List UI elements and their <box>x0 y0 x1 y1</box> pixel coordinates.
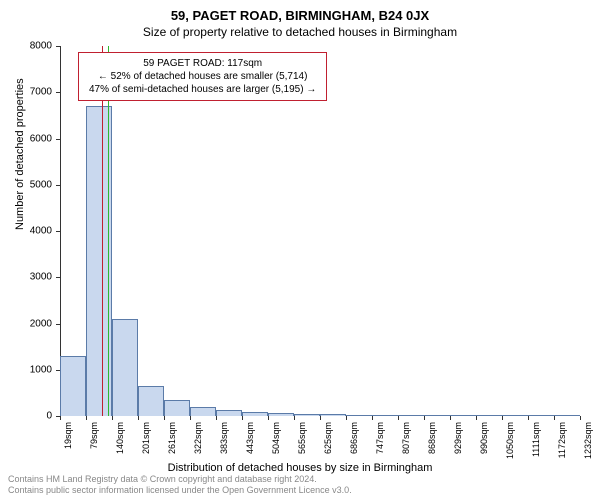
x-tick <box>528 416 529 420</box>
x-tick-label: 990sqm <box>479 422 489 454</box>
y-tick-label: 2000 <box>30 318 52 329</box>
histogram-bar <box>372 415 398 416</box>
x-tick <box>242 416 243 420</box>
x-tick <box>398 416 399 420</box>
y-tick-label: 5000 <box>30 179 52 190</box>
x-tick <box>450 416 451 420</box>
x-tick-label: 201sqm <box>141 422 151 454</box>
x-tick-label: 929sqm <box>453 422 463 454</box>
y-tick <box>56 139 60 140</box>
x-tick-label: 625sqm <box>323 422 333 454</box>
x-tick <box>216 416 217 420</box>
y-tick-label: 1000 <box>30 364 52 375</box>
x-tick <box>112 416 113 420</box>
histogram-bar <box>216 410 242 416</box>
histogram-bar <box>320 414 346 416</box>
x-tick <box>502 416 503 420</box>
histogram-bar <box>528 415 554 416</box>
x-tick <box>372 416 373 420</box>
info-line-1: 59 PAGET ROAD: 117sqm <box>89 57 316 70</box>
info-box: 59 PAGET ROAD: 117sqm ← 52% of detached … <box>78 52 327 101</box>
histogram-bar <box>502 415 528 416</box>
histogram-bar <box>60 356 86 416</box>
x-tick <box>268 416 269 420</box>
footer: Contains HM Land Registry data © Crown c… <box>8 474 352 496</box>
y-tick-label: 4000 <box>30 226 52 237</box>
histogram-bar <box>346 415 372 416</box>
y-tick <box>56 277 60 278</box>
x-tick <box>320 416 321 420</box>
x-tick-label: 261sqm <box>167 422 177 454</box>
x-tick-label: 322sqm <box>193 422 203 454</box>
x-tick <box>580 416 581 420</box>
x-tick-label: 807sqm <box>401 422 411 454</box>
x-tick-label: 79sqm <box>89 422 99 449</box>
x-tick-label: 383sqm <box>219 422 229 454</box>
y-tick <box>56 231 60 232</box>
x-tick <box>138 416 139 420</box>
histogram-bar <box>164 400 190 416</box>
histogram-bar <box>268 413 294 416</box>
y-tick <box>56 370 60 371</box>
x-axis-label: Distribution of detached houses by size … <box>0 462 600 474</box>
histogram-bar <box>112 319 138 416</box>
y-tick <box>56 92 60 93</box>
x-tick <box>554 416 555 420</box>
x-tick-label: 747sqm <box>375 422 385 454</box>
y-tick-label: 0 <box>46 411 52 422</box>
page-subtitle: Size of property relative to detached ho… <box>0 23 600 39</box>
histogram-bar <box>450 415 476 416</box>
x-tick-label: 1050sqm <box>505 422 515 459</box>
x-tick-label: 140sqm <box>115 422 125 454</box>
chart-area: 010002000300040005000600070008000 19sqm7… <box>60 46 580 416</box>
histogram-bar <box>242 412 268 416</box>
y-tick-label: 3000 <box>30 272 52 283</box>
plot-region <box>60 46 580 416</box>
histogram-bar <box>190 407 216 416</box>
x-tick <box>424 416 425 420</box>
info-line-2: ← 52% of detached houses are smaller (5,… <box>89 70 316 83</box>
footer-line-2: Contains public sector information licen… <box>8 485 352 496</box>
page-title: 59, PAGET ROAD, BIRMINGHAM, B24 0JX <box>0 0 600 23</box>
y-tick-label: 6000 <box>30 133 52 144</box>
marker-line-left <box>102 46 103 416</box>
histogram-bar <box>476 415 502 416</box>
marker-line-right <box>108 46 109 416</box>
x-tick-label: 19sqm <box>63 422 73 449</box>
y-tick-label: 8000 <box>30 41 52 52</box>
y-axis: 010002000300040005000600070008000 <box>52 46 60 416</box>
y-tick <box>56 185 60 186</box>
histogram-bar <box>554 415 580 416</box>
x-tick-label: 1111sqm <box>531 422 541 457</box>
y-tick <box>56 324 60 325</box>
x-tick <box>190 416 191 420</box>
x-tick-label: 1232sqm <box>583 422 593 459</box>
histogram-bar <box>424 415 450 416</box>
x-tick-label: 686sqm <box>349 422 359 454</box>
x-tick <box>164 416 165 420</box>
footer-line-1: Contains HM Land Registry data © Crown c… <box>8 474 352 485</box>
x-tick-label: 1172sqm <box>557 422 567 458</box>
info-line-3: 47% of semi-detached houses are larger (… <box>89 83 316 96</box>
x-tick <box>60 416 61 420</box>
y-tick <box>56 46 60 47</box>
histogram-bar <box>398 415 424 416</box>
x-tick-label: 868sqm <box>427 422 437 454</box>
x-tick <box>86 416 87 420</box>
x-tick-label: 565sqm <box>297 422 307 454</box>
x-tick <box>294 416 295 420</box>
x-tick <box>346 416 347 420</box>
x-tick-label: 504sqm <box>271 422 281 454</box>
histogram-bar <box>294 414 320 416</box>
histogram-bar <box>138 386 164 416</box>
y-tick-label: 7000 <box>30 87 52 98</box>
x-tick-label: 443sqm <box>245 422 255 454</box>
y-axis-label: Number of detached properties <box>14 78 26 230</box>
x-tick <box>476 416 477 420</box>
